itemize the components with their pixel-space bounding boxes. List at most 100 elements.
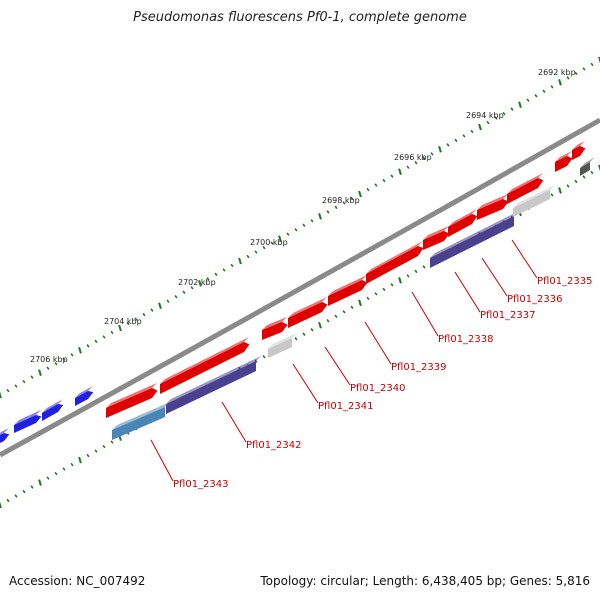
misc-feature <box>513 185 555 217</box>
outer-tick <box>246 254 250 259</box>
outer-tick <box>6 388 10 393</box>
outer-tick <box>398 168 402 175</box>
outer-tick <box>542 89 546 93</box>
outer-tick <box>598 56 600 64</box>
gene-label[interactable]: Pfl01_2335 <box>537 276 593 287</box>
outer-tick <box>406 165 410 169</box>
outer-tick <box>486 120 490 125</box>
gene-label[interactable]: Pfl01_2337 <box>480 310 536 321</box>
forward-cds <box>160 337 250 394</box>
outer-tick <box>334 205 338 210</box>
gene-label[interactable]: Pfl01_2343 <box>173 479 229 490</box>
forward-cds <box>507 173 544 204</box>
outer-tick <box>198 280 202 287</box>
outer-tick <box>110 330 114 335</box>
outer-tick <box>478 123 482 131</box>
inner-tick <box>382 287 386 292</box>
feature-track <box>0 141 595 443</box>
outer-tick <box>430 152 434 156</box>
outer-tick <box>310 219 314 223</box>
outer-tick <box>30 375 34 379</box>
reverse-cds <box>430 211 519 268</box>
gene-labels: Pfl01_2335 Pfl01_2336 Pfl01_2337 Pfl01_2338… <box>150 239 593 490</box>
inner-tick <box>94 449 98 453</box>
outer-tick <box>414 161 418 165</box>
outer-tick <box>342 201 346 205</box>
forward-cds <box>555 151 573 172</box>
outer-tick <box>174 295 178 299</box>
outer-tick <box>238 257 242 265</box>
outer-tick <box>70 353 74 357</box>
outer-tick <box>222 268 226 272</box>
inner-tick <box>390 283 394 287</box>
outer-tick <box>366 187 370 192</box>
gene-label[interactable]: Pfl01_2341 <box>318 401 374 412</box>
forward-cds <box>288 297 328 328</box>
gene-label[interactable]: Pfl01_2340 <box>350 383 406 394</box>
inner-tick <box>406 274 410 278</box>
outer-tick <box>118 324 122 332</box>
label-leader-line <box>511 239 538 279</box>
outer-tick <box>86 344 90 348</box>
outer-tick <box>526 98 530 102</box>
forward-cds <box>477 194 509 220</box>
inner-tick <box>310 328 314 332</box>
inner-tick <box>374 292 378 296</box>
outer-tick <box>254 250 258 254</box>
outer-tick <box>262 245 266 250</box>
outer-tick <box>574 71 578 76</box>
forward-cds <box>448 209 478 237</box>
inner-tick <box>598 164 600 172</box>
inner-tick <box>302 332 306 336</box>
outer-tick <box>438 146 442 153</box>
inner-tick <box>550 193 554 197</box>
inner-tick <box>110 440 114 444</box>
outer-tick <box>142 312 146 317</box>
outer-tick <box>150 308 154 312</box>
outer-tick <box>38 369 42 376</box>
forward-cds <box>423 226 450 250</box>
inner-tick <box>62 467 66 471</box>
outer-tick <box>54 362 58 366</box>
kbp-label: 2696 kbp <box>394 153 432 162</box>
outer-tick <box>350 196 354 201</box>
kbp-label: 2692 kbp <box>538 68 576 77</box>
inner-tick <box>14 494 18 498</box>
forward-cds <box>366 241 424 284</box>
outer-tick <box>558 79 562 86</box>
outer-tick <box>182 290 186 294</box>
kbp-label: 2706 kbp <box>30 355 68 364</box>
label-leader-line <box>324 346 351 386</box>
inner-tick <box>46 476 50 480</box>
outer-tick <box>190 286 194 290</box>
outer-tick <box>166 299 170 303</box>
outer-tick-ring <box>0 56 600 399</box>
gene-label[interactable]: Pfl01_2342 <box>246 440 302 451</box>
label-leader-line <box>150 439 174 482</box>
outer-tick <box>422 156 426 160</box>
outer-tick <box>230 263 234 268</box>
outer-tick <box>294 228 298 232</box>
outer-tick <box>278 235 282 242</box>
outer-tick <box>62 357 66 361</box>
gene-label[interactable]: Pfl01_2338 <box>438 334 494 345</box>
inner-tick <box>78 456 82 464</box>
inner-tick <box>326 319 330 323</box>
outer-tick <box>358 190 362 198</box>
inner-tick <box>54 471 58 476</box>
inner-tick <box>86 453 90 458</box>
outer-tick <box>126 321 130 326</box>
outer-tick <box>270 241 274 245</box>
genome-backbone <box>0 117 600 458</box>
outer-tick <box>46 366 50 370</box>
outer-tick <box>494 116 498 120</box>
gene-label[interactable]: Pfl01_2339 <box>391 362 447 373</box>
gene-label[interactable]: Pfl01_2336 <box>507 294 563 305</box>
blast-hit <box>75 386 94 406</box>
accession-text: Accession: NC_007492 <box>9 574 146 588</box>
rna-feature <box>112 402 170 440</box>
inner-tick <box>318 321 322 329</box>
inner-tick <box>398 277 402 284</box>
outer-tick <box>590 62 594 67</box>
